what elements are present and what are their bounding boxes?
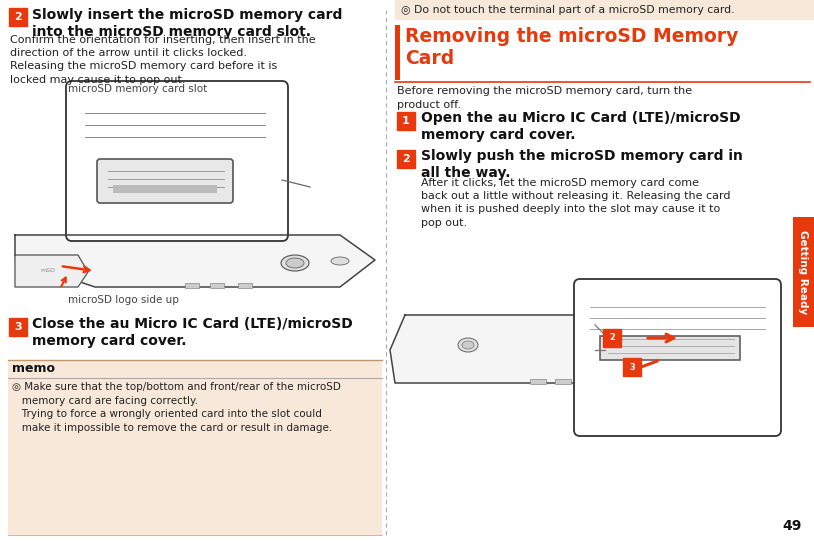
Text: After it clicks, let the microSD memory card come
back out a little without rele: After it clicks, let the microSD memory …	[421, 178, 730, 228]
Bar	[397, 150, 415, 168]
Bar	[600, 336, 740, 360]
Text: Before removing the microSD memory card, turn the
product off.: Before removing the microSD memory card,…	[397, 86, 692, 110]
Bar	[603, 329, 621, 347]
Text: Open the au Micro IC Card (LTE)/microSD
memory card cover.: Open the au Micro IC Card (LTE)/microSD …	[421, 111, 741, 142]
FancyBboxPatch shape	[97, 159, 233, 203]
Ellipse shape	[331, 257, 349, 265]
Text: 1: 1	[402, 116, 410, 126]
FancyBboxPatch shape	[574, 279, 781, 436]
Text: Getting Ready: Getting Ready	[798, 230, 808, 314]
Polygon shape	[15, 255, 88, 287]
Ellipse shape	[281, 255, 309, 271]
Bar	[395, 0, 814, 20]
Text: Confirm the orientation for inserting, then insert in the
direction of the arrow: Confirm the orientation for inserting, t…	[10, 35, 316, 84]
Text: 3: 3	[14, 322, 22, 332]
Bar	[623, 358, 641, 376]
Bar	[9, 8, 27, 26]
Bar	[555, 379, 571, 384]
Bar	[9, 318, 27, 336]
FancyBboxPatch shape	[66, 81, 288, 241]
Text: Close the au Micro IC Card (LTE)/microSD
memory card cover.: Close the au Micro IC Card (LTE)/microSD…	[32, 317, 352, 348]
Bar	[530, 379, 546, 384]
Text: mSD: mSD	[41, 268, 55, 272]
Ellipse shape	[458, 338, 478, 352]
Text: 49: 49	[782, 519, 802, 533]
Text: Removing the microSD Memory
Card: Removing the microSD Memory Card	[405, 27, 738, 68]
Text: microSD logo side up: microSD logo side up	[68, 295, 179, 305]
Bar	[793, 217, 814, 327]
Bar	[8, 360, 382, 535]
Ellipse shape	[286, 258, 304, 268]
Text: microSD memory card slot: microSD memory card slot	[68, 84, 208, 94]
Ellipse shape	[462, 341, 474, 349]
Text: 2: 2	[14, 12, 22, 22]
Text: 2: 2	[609, 334, 615, 342]
Bar	[580, 379, 596, 384]
Text: Slowly insert the microSD memory card
into the microSD memory card slot.: Slowly insert the microSD memory card in…	[32, 8, 343, 39]
Bar	[113, 185, 217, 193]
Text: ◎ Do not touch the terminal part of a microSD memory card.: ◎ Do not touch the terminal part of a mi…	[401, 5, 734, 15]
Bar	[397, 112, 415, 130]
Polygon shape	[15, 235, 375, 287]
Bar	[238, 283, 252, 288]
Text: Slowly push the microSD memory card in
all the way.: Slowly push the microSD memory card in a…	[421, 149, 743, 180]
Text: ◎ Make sure that the top/bottom and front/rear of the microSD
   memory card are: ◎ Make sure that the top/bottom and fron…	[12, 382, 341, 433]
Text: 3: 3	[629, 362, 635, 372]
Bar	[395, 25, 400, 80]
Text: memo: memo	[12, 362, 55, 375]
Bar	[185, 283, 199, 288]
Text: 2: 2	[402, 154, 410, 164]
Bar	[210, 283, 224, 288]
Polygon shape	[390, 315, 700, 383]
